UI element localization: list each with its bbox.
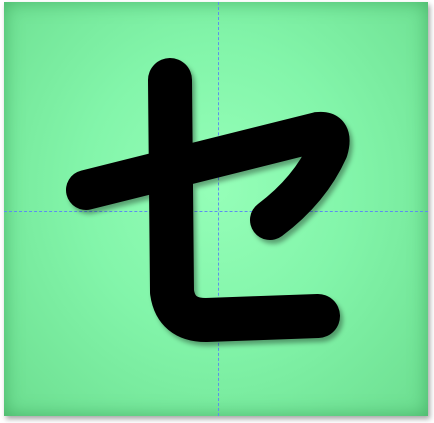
horizontal-guide-line <box>4 211 428 212</box>
card-background <box>4 2 428 416</box>
character-card <box>4 2 428 416</box>
glyph-stroke-horizontal <box>66 111 350 240</box>
glyph-stroke-vertical <box>148 58 340 342</box>
vertical-guide-line <box>218 2 219 416</box>
